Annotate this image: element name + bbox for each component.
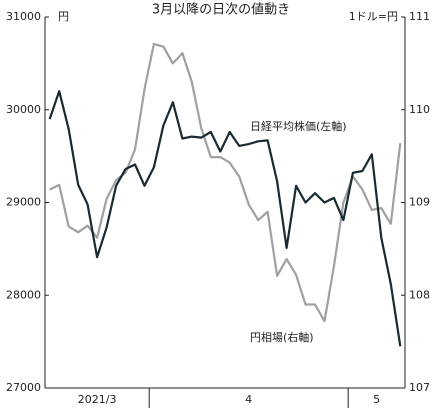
y-tick-label: 30000 [6, 103, 41, 116]
y-unit: 円 [58, 10, 69, 23]
series-line [48, 90, 402, 347]
y-tick-label: 27000 [6, 381, 41, 394]
chart-title: 3月以降の日次の値動き [152, 2, 290, 18]
x-group-label: 5 [373, 393, 380, 406]
y-tick-label: 28000 [6, 288, 41, 301]
y2-unit: 1ドル=円 [349, 10, 398, 23]
x-group-label: 2021/3 [78, 393, 117, 406]
series-label: 円相場(右軸) [250, 330, 314, 344]
y2-tick-label: 108 [409, 288, 430, 301]
y2-tick-label: 111 [409, 10, 430, 23]
series-line [49, 42, 402, 323]
y2-tick-label: 107 [409, 381, 430, 394]
y2-tick-label: 110 [409, 103, 430, 116]
y-tick-label: 31000 [6, 10, 41, 23]
series-label: 日経平均株価(左軸) [250, 119, 347, 133]
x-group-label: 4 [245, 393, 252, 406]
y-tick-label: 29000 [6, 196, 41, 209]
y2-tick-label: 109 [409, 196, 430, 209]
